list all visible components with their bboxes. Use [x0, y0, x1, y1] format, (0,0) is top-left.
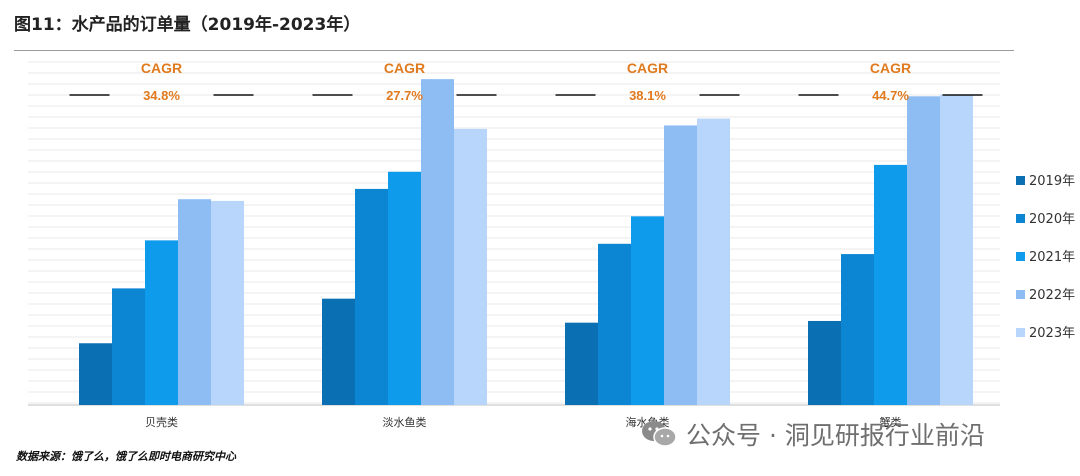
bar — [421, 79, 454, 406]
legend-swatch — [1016, 328, 1025, 337]
bar — [355, 188, 388, 405]
cagr-label: CAGR — [627, 60, 668, 76]
figure-title: 图11：水产品的订单量（2019年-2023年） — [14, 15, 361, 35]
bar — [631, 216, 664, 405]
bar — [322, 298, 355, 405]
bar — [874, 164, 907, 405]
x-tick-label: 淡水鱼类 — [383, 415, 427, 429]
bar — [697, 118, 730, 405]
cagr-label: CAGR — [870, 60, 911, 76]
cagr-value: 27.7% — [386, 88, 423, 103]
bar — [664, 125, 697, 405]
bar — [565, 322, 598, 405]
cagr-annotations: CAGR 34.8% CAGR 27.7% CAGR 38.1% CAGR 44.7% — [69, 60, 983, 103]
legend-label: 2020年 — [1029, 212, 1075, 227]
bar — [178, 199, 211, 405]
watermark-text: 公众号 · 洞见研报行业前沿 — [686, 421, 985, 450]
legend-label: 2022年 — [1029, 288, 1075, 303]
cagr-value: 34.8% — [143, 88, 180, 103]
legend-swatch — [1016, 176, 1025, 185]
cagr-label: CAGR — [141, 60, 182, 76]
chart-legend: 2019年 2020年 2021年 2022年 2023年 — [1016, 174, 1075, 341]
title-divider — [14, 50, 1014, 51]
bar — [940, 94, 973, 406]
cagr-value: 38.1% — [629, 88, 666, 103]
bar — [808, 320, 841, 405]
bar — [841, 254, 874, 405]
bar — [388, 171, 421, 405]
x-tick-label: 蟹类 — [880, 415, 902, 429]
legend-swatch — [1016, 214, 1025, 223]
x-axis-labels: 贝壳类 淡水鱼类 海水鱼类 蟹类 — [145, 415, 902, 429]
bar — [454, 128, 487, 405]
bar — [79, 343, 112, 405]
x-tick-label: 贝壳类 — [145, 415, 178, 429]
watermark: 公众号 · 洞见研报行业前沿 — [640, 416, 985, 452]
legend-swatch — [1016, 252, 1025, 261]
legend-swatch — [1016, 290, 1025, 299]
bar — [145, 240, 178, 405]
legend-label: 2023年 — [1029, 326, 1075, 341]
data-source-note: 数据来源：饿了么，饿了么即时电商研究中心 — [16, 450, 236, 463]
bar — [112, 288, 145, 405]
legend-label: 2019年 — [1029, 174, 1075, 189]
bar — [211, 200, 244, 405]
bar — [598, 243, 631, 405]
cagr-value: 44.7% — [872, 88, 909, 103]
wechat-icon — [642, 421, 677, 447]
bar — [907, 96, 940, 406]
chart-bars — [79, 79, 973, 406]
cagr-label: CAGR — [384, 60, 425, 76]
legend-label: 2021年 — [1029, 250, 1075, 265]
